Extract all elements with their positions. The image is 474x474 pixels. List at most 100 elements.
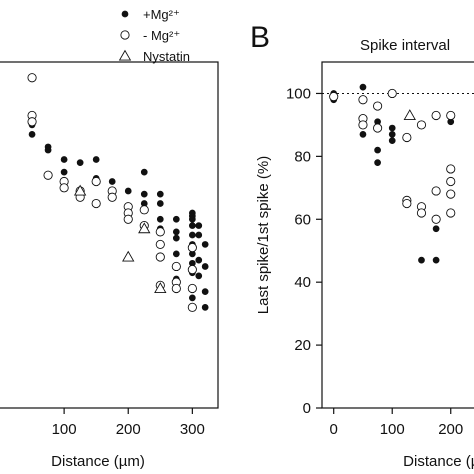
panel-a-data-point [122, 250, 135, 262]
panel-a-data-point [73, 184, 87, 196]
panel-a-data-point [171, 283, 181, 294]
panel-a-plot-frame [0, 61, 219, 409]
panel-b-data-point [446, 176, 456, 187]
panel-a-data-point [195, 272, 203, 280]
panel-a-x-tick-label: 100 [52, 421, 77, 438]
panel-a-data-point [124, 187, 132, 195]
panel-b-data-point [446, 189, 456, 199]
panel-b-data-point [329, 92, 339, 102]
panel-a-data-point [156, 215, 164, 223]
panel-a-data-point [140, 190, 148, 198]
panel-b-data-point [388, 137, 396, 144]
panel-b-data-point [388, 124, 396, 132]
panel-a-data-point [201, 241, 209, 248]
panel-a-data-point [44, 146, 52, 154]
panel-a-data-point [187, 283, 197, 294]
panel-b-data-point [418, 256, 425, 264]
panel-a-data-point [91, 198, 101, 209]
panel-b-y-tick-label: 80 [294, 148, 311, 165]
panel-a-data-point [108, 178, 116, 185]
panel-a-data-point [155, 252, 165, 262]
panel-a-data-point [140, 168, 148, 176]
panel-a-data-point [123, 214, 133, 224]
panel-a-data-point [27, 117, 37, 127]
panel-a-data-point [155, 239, 165, 250]
panel-b-data-point [446, 208, 456, 218]
panel-a-data-point [171, 261, 181, 272]
panel-b-data-point [432, 256, 440, 264]
panel-a-data-point [172, 228, 180, 236]
panel-b-data-point [359, 130, 367, 138]
panel-b-y-ticks: 0 20 40 60 80 100 [286, 85, 322, 417]
panel-b-data-point [403, 109, 416, 120]
panel-b-data-point [358, 95, 368, 105]
panel-a-data-point [188, 222, 196, 229]
panel-a-data-point [138, 222, 151, 234]
panel-a-data-point [43, 170, 53, 180]
panel-a-data-point [76, 159, 84, 167]
panel-b-x-tick-label: 200 [438, 421, 463, 438]
panel-b-y-tick-label: 0 [303, 400, 311, 417]
panel-b-data-point [359, 83, 367, 91]
panel-b-y-tick-label: 100 [286, 85, 311, 102]
panel-a-data-point [91, 176, 101, 187]
panel-a-data-point [27, 73, 37, 83]
panel-b-y-tick-label: 20 [294, 337, 311, 354]
panel-a-data-point [187, 242, 197, 253]
panel-b-data-point [402, 198, 412, 209]
panel-b-points [329, 83, 456, 264]
panel-a-points [27, 73, 209, 312]
panel-b: B Spike interval 0 20 40 60 80 100 0 100 200 La… [250, 21, 474, 470]
panel-b-y-tick-label: 40 [294, 274, 311, 291]
panel-a-data-point [172, 250, 180, 258]
panel-a-data-point [60, 156, 68, 163]
panel-b-data-point [416, 208, 427, 218]
panel-b-data-point [373, 101, 383, 111]
panel-b-x-tick-label: 0 [330, 421, 338, 438]
legend-label: Nystatin [143, 49, 190, 64]
panel-a-data-point [201, 263, 209, 270]
panel-a-data-point [201, 288, 209, 295]
legend-marker [118, 49, 132, 61]
panel-b-data-point [387, 88, 397, 99]
panel-b-data-point [432, 225, 440, 233]
legend-label: +Mg²⁺ [143, 7, 180, 22]
panel-a-data-point [156, 200, 164, 207]
panel-a-data-point [59, 183, 69, 193]
panel-a-data-point [154, 282, 167, 293]
legend-label: - Mg²⁺ [143, 28, 180, 43]
panel-a-x-ticks: 100 200 300 [52, 408, 205, 438]
panel-a-data-point [28, 130, 36, 138]
panel-a-data-point [195, 222, 203, 229]
panel-b-data-point [446, 164, 456, 174]
panel-b-data-point [431, 214, 441, 224]
legend-marker [120, 30, 130, 40]
panel-b-y-axis-label: Last spike/1st spike (%) [255, 156, 272, 314]
panel-b-plot-frame [321, 61, 474, 409]
panel-a-data-point [195, 256, 203, 264]
panel-a-data-point [195, 231, 203, 239]
panel-b-data-point [374, 146, 381, 154]
panel-b-y-tick-label: 60 [294, 211, 311, 228]
panel-a-data-point [156, 190, 164, 198]
panel-b-data-point [431, 186, 441, 196]
panel-b-x-axis-label: Distance (µm) [403, 453, 474, 470]
panel-b-data-point [431, 110, 441, 121]
panel-b-x-tick-label: 100 [380, 421, 405, 438]
panel-a: 100 200 300 Distance (µm) [0, 61, 219, 470]
panel-b-data-point [402, 132, 412, 143]
panel-a-data-point [188, 294, 196, 302]
legend-marker [121, 10, 129, 18]
panel-b-data-point [373, 123, 383, 133]
panel-a-data-point [187, 265, 197, 275]
panel-a-data-point [155, 227, 165, 237]
panel-b-x-ticks: 0 100 200 [330, 408, 463, 438]
panel-a-data-point [107, 192, 117, 202]
panel-a-data-point [60, 168, 68, 176]
panel-a-data-point [92, 156, 100, 163]
panel-b-data-point [374, 159, 381, 167]
panel-a-data-point [172, 234, 180, 242]
panel-b-data-point [388, 130, 396, 138]
panel-a-data-point [187, 302, 197, 312]
